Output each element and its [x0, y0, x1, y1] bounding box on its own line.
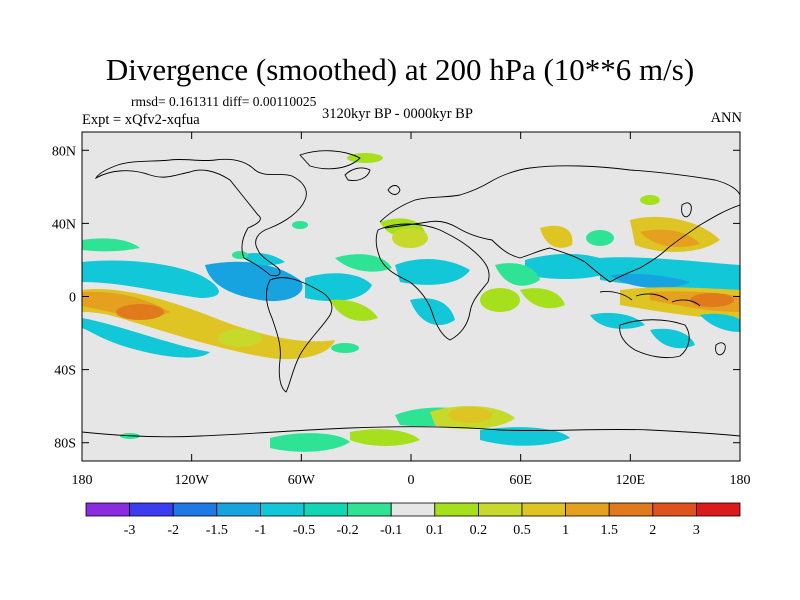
lon-tick-label: 180 [72, 473, 93, 488]
colorbar-label: 2 [649, 523, 656, 538]
coastlines [82, 150, 740, 438]
colorbar-label: -0.2 [337, 523, 359, 538]
lon-tick-label: 180 [730, 473, 751, 488]
field-patch [232, 251, 248, 259]
colorbar-label: 1 [562, 523, 569, 538]
field-patch [640, 229, 700, 248]
lat-tick-label: 80S [54, 437, 76, 452]
anomaly-field [82, 153, 740, 452]
field-patch [586, 230, 614, 246]
field-patch [525, 253, 620, 280]
coast-indonesia [599, 291, 701, 307]
colorbar-label: 0.2 [470, 523, 488, 538]
field-patch [392, 228, 428, 248]
field-patch [347, 153, 383, 163]
period-label: 3120kyr BP - 0000kyr BP [322, 106, 473, 122]
field-patch [480, 427, 570, 446]
colorbar-label: 0.5 [513, 523, 531, 538]
colorbar-label: -1 [255, 523, 267, 538]
season-label: ANN [710, 110, 742, 126]
colorbar-swatch [565, 502, 610, 517]
coast-australia [619, 319, 690, 359]
experiment-label: Expt = xQfv2-xqfua [82, 112, 200, 128]
lat-tick-label: 40S [54, 364, 76, 379]
colorbar-label: -0.1 [380, 523, 402, 538]
coast-antarctica [82, 426, 740, 438]
colorbar-label: 3 [693, 523, 700, 538]
colorbar-swatch [521, 502, 566, 517]
field-patch [495, 263, 540, 286]
field-patch [448, 407, 492, 423]
colorbar-label: 0.1 [426, 523, 444, 538]
field-patch [335, 254, 392, 272]
field-patch [410, 298, 455, 326]
field-patch [292, 221, 308, 229]
field-patch [610, 273, 690, 289]
field-patch [640, 195, 660, 205]
colorbar-label: 1.5 [600, 523, 618, 538]
lon-tick-label: 60W [288, 473, 316, 488]
latitude-axis: 80N 40N 0 40S 80S [52, 144, 740, 452]
colorbar-swatch [434, 502, 479, 517]
field-patch [650, 328, 695, 349]
field-patch [116, 304, 164, 320]
colorbar-swatch [696, 502, 741, 517]
lat-tick-label: 40N [52, 217, 76, 232]
coast-north-america [94, 158, 307, 277]
coast-japan [681, 202, 692, 218]
lon-tick-label: 120W [175, 473, 210, 488]
field-patch [540, 225, 573, 248]
colorbar-label: -3 [124, 523, 136, 538]
colorbar-swatch [129, 502, 174, 517]
field-patch [82, 318, 210, 358]
coast-africa [375, 223, 490, 341]
colorbar-swatch [608, 502, 654, 517]
coast-eurasia [379, 165, 740, 283]
coast-british-isles [387, 185, 401, 195]
longitude-axis: 180 120W 60W 0 60E 120E 180 [72, 132, 751, 488]
lon-tick-label: 0 [408, 473, 415, 488]
plot-title: Divergence (smoothed) at 200 hPa (10**6 … [105, 52, 695, 87]
field-patch [395, 258, 470, 285]
colorbar-swatch [85, 502, 130, 517]
coast-new-zealand [715, 342, 726, 356]
coast-iceland [344, 167, 371, 181]
colorbar: -3 -2 -1.5 -1 -0.5 -0.2 -0.1 0.1 0.2 0.5 1 1.5 2 3 [85, 502, 741, 538]
field-patch [330, 299, 378, 321]
colorbar-swatch [172, 502, 218, 517]
colorbar-swatch [303, 502, 348, 517]
colorbar-swatch [477, 502, 523, 517]
colorbar-swatch [390, 502, 436, 517]
lat-tick-label: 0 [69, 291, 76, 306]
field-patch [690, 293, 734, 307]
field-patch [82, 260, 219, 298]
field-patch [218, 329, 262, 347]
lon-tick-label: 120E [616, 473, 646, 488]
field-patch [331, 343, 359, 353]
coast-greenland [299, 150, 361, 170]
field-patch [520, 288, 565, 309]
stats-label: rmsd= 0.161311 diff= 0.00110025 [131, 94, 317, 109]
field-patch [270, 433, 350, 452]
field-patch [82, 238, 140, 252]
field-patch [205, 261, 303, 302]
colorbar-label: -1.5 [206, 523, 228, 538]
coast-south-america [265, 277, 333, 393]
colorbar-swatch [652, 502, 697, 517]
lon-tick-label: 60E [509, 473, 532, 488]
field-patch [305, 273, 372, 302]
colorbar-swatch [259, 502, 305, 517]
colorbar-swatch [216, 502, 261, 517]
field-patch [590, 312, 645, 329]
field-patch [480, 288, 520, 312]
colorbar-label: -0.5 [293, 523, 315, 538]
colorbar-swatch [347, 502, 392, 517]
lat-tick-label: 80N [52, 144, 76, 159]
field-patch [700, 313, 740, 332]
field-patch [350, 429, 420, 446]
colorbar-label: -2 [167, 523, 179, 538]
